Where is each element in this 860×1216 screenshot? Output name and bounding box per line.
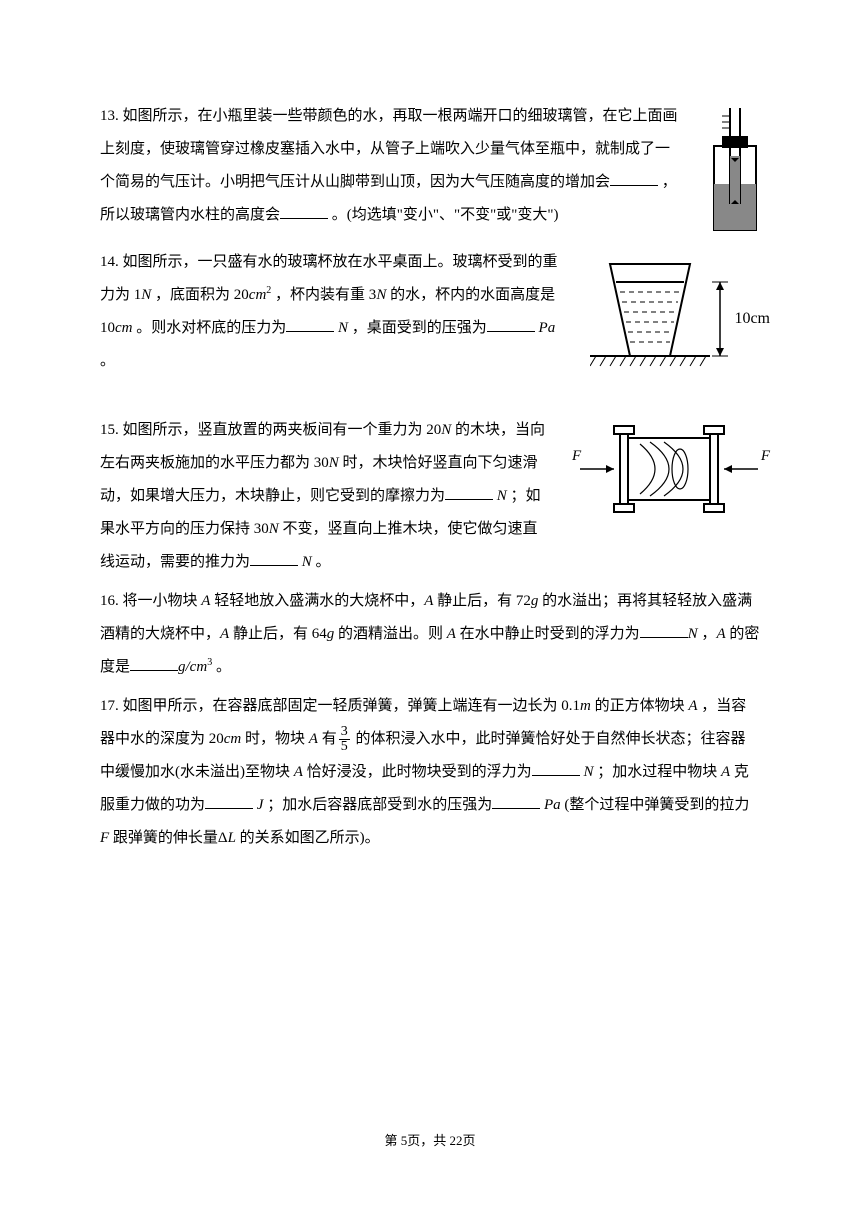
unit-J: J <box>257 797 264 813</box>
question-text: ，桌面受到的压强为 <box>352 320 487 336</box>
bottle-svg <box>700 100 770 240</box>
force-label-left: F <box>572 440 581 473</box>
question-15: 15. 如图所示，竖直放置的两夹板间有一个重力为 20N 的木块，当向左右两夹板… <box>100 414 760 579</box>
question-text: 静止后，有 64 <box>233 626 327 642</box>
question-13: 13. 如图所示，在小瓶里装一些带颜色的水，再取一根两端开口的细玻璃管，在它上面… <box>100 100 760 232</box>
unit-N: N <box>688 626 698 642</box>
unit-N: N <box>302 554 312 570</box>
blank <box>487 317 535 332</box>
footer-suffix: 页 <box>463 1133 476 1148</box>
var-A: A <box>447 626 456 642</box>
unit-N: N <box>376 287 386 303</box>
fraction-3-5: 35 <box>339 725 350 754</box>
unit-N: N <box>441 422 451 438</box>
blank <box>250 551 298 566</box>
blank <box>532 761 580 776</box>
question-text: ，杯内装有重 3 <box>275 287 376 303</box>
question-number: 17. <box>100 698 119 714</box>
question-text: 时，物块 <box>245 731 309 747</box>
question-text: ，底面积为 20 <box>155 287 249 303</box>
question-text: (整个过程中弹簧受到的拉力 <box>564 797 749 813</box>
question-number: 14. <box>100 254 119 270</box>
var-A: A <box>309 731 318 747</box>
unit-g: g <box>531 593 539 609</box>
question-text: 的正方体物块 <box>595 698 689 714</box>
unit-cm: cm <box>115 320 133 336</box>
question-number: 16. <box>100 593 119 609</box>
var-A: A <box>201 593 210 609</box>
question-text: 。(均选填"变小"、"不变"或"变大") <box>332 207 559 223</box>
var-A: A <box>424 593 433 609</box>
unit-N: N <box>269 521 279 537</box>
unit-N: N <box>141 287 151 303</box>
unit-m: m <box>580 698 591 714</box>
unit-N: N <box>497 488 507 504</box>
question-text: 。则水对杯底的压力为 <box>136 320 286 336</box>
question-number: 13. <box>100 108 119 124</box>
blank <box>130 656 178 671</box>
page-footer: 第 5页，共 22页 <box>0 1127 860 1156</box>
blank <box>445 485 493 500</box>
question-text: 有 <box>322 731 337 747</box>
question-text: 静止后，有 72 <box>437 593 531 609</box>
unit-cm: cm <box>224 731 242 747</box>
footer-prefix: 第 <box>384 1133 400 1148</box>
blank <box>492 794 540 809</box>
unit-Pa: Pa <box>544 797 561 813</box>
dimension-label: 10cm <box>734 301 770 336</box>
blank <box>280 204 328 219</box>
blank <box>610 171 658 186</box>
page-total: 22 <box>450 1133 463 1148</box>
unit-Pa: Pa <box>539 320 556 336</box>
question-text: 轻轻地放入盛满水的大烧杯中， <box>214 593 424 609</box>
question-text: ；加水后容器底部受到水的压强为 <box>267 797 492 813</box>
var-A: A <box>220 626 229 642</box>
unit-N: N <box>338 320 348 336</box>
unit-N: N <box>583 764 593 780</box>
question-text: 如图甲所示，在容器底部固定一轻质弹簧，弹簧上端连有一边长为 0.1 <box>123 698 581 714</box>
question-14: 14. 如图所示，一只盛有水的玻璃杯放在水平桌面上。玻璃杯受到的重力为 1N ，… <box>100 246 760 378</box>
figure-14-cup: 10cm <box>590 246 770 386</box>
question-text: 的酒精溢出。则 <box>338 626 447 642</box>
footer-mid: 页，共 <box>407 1133 449 1148</box>
unit-N: N <box>329 455 339 471</box>
question-text: 如图所示，在小瓶里装一些带颜色的水，再取一根两端开口的细玻璃管，在它上面画上刻度… <box>100 108 678 190</box>
force-label-right: F <box>761 440 770 473</box>
clamps-svg <box>570 414 770 524</box>
question-text: 的关系如图乙所示)。 <box>240 830 380 846</box>
question-text: 在水中静止时受到的浮力为 <box>460 626 640 642</box>
question-text: 如图所示，竖直放置的两夹板间有一个重力为 20 <box>123 422 442 438</box>
question-17: 17. 如图甲所示，在容器底部固定一轻质弹簧，弹簧上端连有一边长为 0.1m 的… <box>100 690 760 855</box>
unit-cm2: cm <box>249 287 267 303</box>
question-text: 。 <box>216 659 231 675</box>
question-text: ， <box>701 626 716 642</box>
blank <box>286 317 334 332</box>
figure-15-clamps: F F <box>570 414 770 524</box>
var-L: L <box>228 830 236 846</box>
question-text: 跟弹簧的伸长量Δ <box>113 830 228 846</box>
question-number: 15. <box>100 422 119 438</box>
question-text: ；加水过程中物块 <box>597 764 721 780</box>
question-text: 。 <box>100 353 115 369</box>
var-A: A <box>688 698 697 714</box>
question-16: 16. 将一小物块 A 轻轻地放入盛满水的大烧杯中，A 静止后，有 72g 的水… <box>100 585 760 684</box>
question-text: 。 <box>316 554 331 570</box>
blank <box>640 623 688 638</box>
figure-13-barometer-bottle <box>700 100 770 240</box>
var-F: F <box>100 830 109 846</box>
question-text: 将一小物块 <box>123 593 202 609</box>
blank <box>205 794 253 809</box>
var-A: A <box>294 764 303 780</box>
var-A: A <box>721 764 730 780</box>
question-text: 恰好浸没，此时物块受到的浮力为 <box>307 764 532 780</box>
unit-g-per-cm3: g/cm <box>178 659 207 675</box>
var-A: A <box>716 626 725 642</box>
unit-g: g <box>327 626 335 642</box>
